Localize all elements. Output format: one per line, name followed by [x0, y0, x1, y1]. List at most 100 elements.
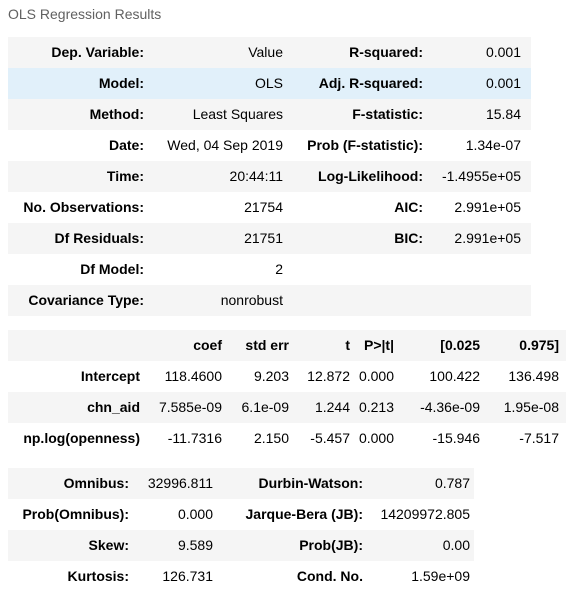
coef-value: 1.244	[314, 399, 350, 415]
summary-label: Date:	[108, 137, 144, 153]
diagnostic-value: 14209972.805	[380, 506, 470, 522]
summary-value: -1.4955e+05	[441, 168, 521, 184]
summary-row: Date: Wed, 04 Sep 2019 Prob (F-statistic):…	[8, 130, 531, 161]
summary-row: Df Model: 2	[8, 254, 531, 285]
summary-value: OLS	[254, 75, 283, 91]
summary-value: 21754	[244, 199, 283, 215]
coef-header-cell: 0.975]	[519, 337, 559, 353]
summary-label: No. Observations:	[23, 199, 144, 215]
coef-header-cell: t	[345, 337, 350, 353]
diagnostic-value: 0.000	[177, 506, 213, 522]
diagnostic-value: 126.731	[162, 568, 213, 584]
coef-value: 7.585e-09	[158, 399, 222, 415]
diagnostics-table: Omnibus: 32996.811 Durbin-Watson: 0.787 Prob…	[8, 468, 474, 592]
summary-label: Covariance Type:	[28, 292, 144, 308]
diagnostic-value: 32996.811	[147, 475, 213, 491]
table-row: Intercept 118.4600 9.203 12.872 0.000 100.422…	[8, 361, 566, 392]
coef-value: 9.203	[253, 368, 289, 384]
coef-value: 136.498	[508, 368, 559, 384]
summary-label: Method:	[89, 106, 144, 122]
summary-label: Time:	[106, 168, 144, 184]
summary-label: BIC:	[394, 230, 423, 246]
coef-value: 1.95e-08	[503, 399, 559, 415]
coef-term-label: Intercept	[80, 368, 140, 384]
coef-value: 0.000	[358, 430, 394, 446]
coef-value: 118.4600	[164, 368, 222, 384]
summary-row: Covariance Type: nonrobust	[8, 285, 531, 316]
summary-label: Df Model:	[80, 261, 144, 277]
diagnostics-row: Kurtosis: 126.731 Cond. No. 1.59e+09	[8, 561, 474, 592]
summary-value: Least Squares	[192, 106, 283, 122]
diagnostic-label: Skew:	[88, 537, 129, 553]
summary-value: Wed, 04 Sep 2019	[167, 137, 283, 153]
summary-value: 1.34e-07	[465, 137, 521, 153]
summary-label: R-squared:	[349, 44, 423, 60]
summary-value	[427, 285, 525, 316]
diagnostic-label: Jarque-Bera (JB):	[245, 506, 363, 522]
coef-header-cell: P>|t|	[363, 337, 394, 353]
diagnostics-row: Prob(Omnibus): 0.000 Jarque-Bera (JB): 1420…	[8, 499, 474, 530]
summary-label	[287, 285, 427, 316]
coef-header-cell: std err	[245, 337, 289, 353]
summary-value: nonrobust	[220, 292, 283, 308]
summary-row: Model: OLS Adj. R-squared: 0.001	[8, 68, 531, 99]
coef-term-label: chn_aid	[87, 399, 140, 415]
diagnostic-value: 9.589	[177, 537, 213, 553]
summary-label: Log-Likelihood:	[318, 168, 423, 184]
coef-value: -11.7316	[167, 430, 222, 446]
summary-value: 21751	[244, 230, 283, 246]
coef-header-row: coef std err t P>|t| [0.025 0.975]	[8, 330, 566, 361]
model-summary-table: Dep. Variable: Value R-squared: 0.001 Model:…	[8, 37, 531, 316]
summary-row: Method: Least Squares F-statistic: 15.84	[8, 99, 531, 130]
coef-value: -4.36e-09	[420, 399, 480, 415]
summary-value	[427, 254, 525, 285]
diagnostic-value: 0.00	[442, 537, 470, 553]
coef-header-cell: coef	[193, 337, 222, 353]
diagnostic-label: Omnibus:	[63, 475, 129, 491]
summary-label: F-statistic:	[352, 106, 423, 122]
summary-value: 2	[275, 261, 283, 277]
table-row: chn_aid 7.585e-09 6.1e-09 1.244 0.213 -4.36e-…	[8, 392, 566, 423]
coef-value: 0.000	[358, 368, 394, 384]
table-row: np.log(openness) -11.7316 2.150 -5.457 0.000…	[8, 423, 566, 454]
coef-value: 0.213	[358, 399, 394, 415]
coef-value: -15.946	[432, 430, 480, 446]
summary-row: No. Observations: 21754 AIC: 2.991e+05	[8, 192, 531, 223]
coefficient-table: coef std err t P>|t| [0.025 0.975] Intercept 11…	[8, 330, 566, 454]
diagnostic-label: Prob(JB):	[299, 537, 363, 553]
summary-value: 0.001	[485, 44, 521, 60]
coef-header-cell: [0.025	[440, 337, 480, 353]
diagnostic-label: Durbin-Watson:	[258, 475, 363, 491]
summary-value: 20:44:11	[229, 168, 283, 184]
coef-value: 12.872	[307, 368, 350, 384]
summary-value: Value	[248, 44, 283, 60]
summary-row: Df Residuals: 21751 BIC: 2.991e+05	[8, 223, 531, 254]
summary-value: 15.84	[485, 106, 521, 122]
table-caption: OLS Regression Results	[8, 6, 162, 22]
diagnostic-label: Prob(Omnibus):	[22, 506, 129, 522]
summary-value: 0.001	[485, 75, 521, 91]
coef-value: -7.517	[519, 430, 559, 446]
coef-header-cell	[8, 330, 144, 361]
diagnostic-value: 1.59e+09	[411, 568, 470, 584]
diagnostics-row: Omnibus: 32996.811 Durbin-Watson: 0.787	[8, 468, 474, 499]
summary-row: Dep. Variable: Value R-squared: 0.001	[8, 37, 531, 68]
diagnostic-value: 0.787	[434, 475, 470, 491]
summary-value: 2.991e+05	[454, 230, 521, 246]
coef-value: 100.422	[429, 368, 480, 384]
summary-label: Dep. Variable:	[51, 44, 144, 60]
summary-value: 2.991e+05	[454, 199, 521, 215]
diagnostic-label: Cond. No.	[296, 568, 363, 584]
summary-row: Time: 20:44:11 Log-Likelihood: -1.4955e+05	[8, 161, 531, 192]
summary-label: Prob (F-statistic):	[307, 137, 423, 153]
diagnostic-label: Kurtosis:	[67, 568, 129, 584]
coef-value: 6.1e-09	[241, 399, 289, 415]
summary-label: Df Residuals:	[54, 230, 144, 246]
coef-value: 2.150	[253, 430, 289, 446]
summary-label: AIC:	[394, 199, 423, 215]
summary-label: Adj. R-squared:	[318, 75, 423, 91]
diagnostics-row: Skew: 9.589 Prob(JB): 0.00	[8, 530, 474, 561]
summary-label	[287, 254, 427, 285]
coef-value: -5.457	[310, 430, 350, 446]
coef-term-label: np.log(openness)	[23, 430, 140, 446]
